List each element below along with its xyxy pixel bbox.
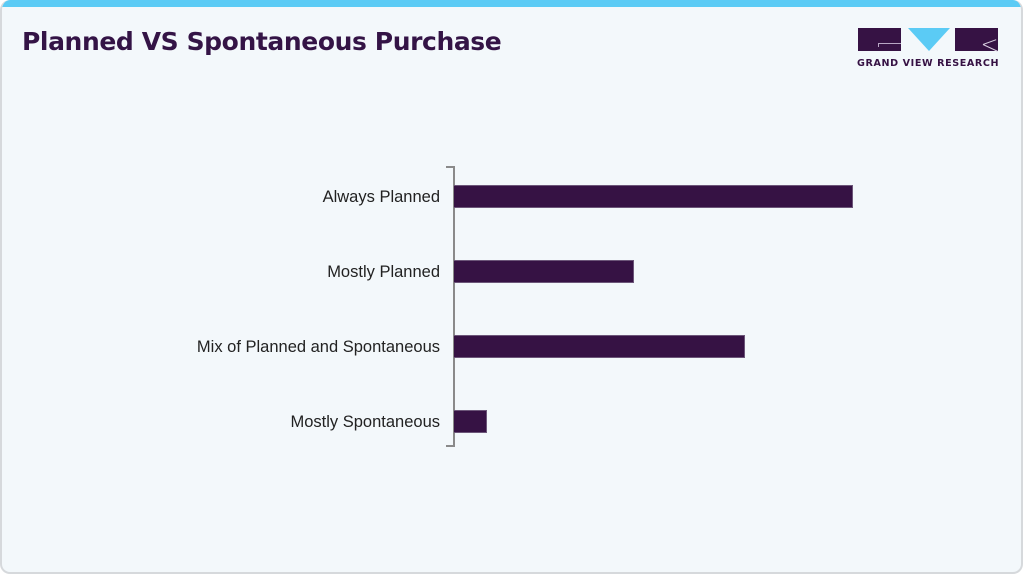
grand-view-research-logo-icon: GRAND VIEW RESEARCH bbox=[857, 28, 1000, 72]
category-label: Mostly Planned bbox=[327, 263, 440, 281]
logo-g-stroke-vertical bbox=[878, 43, 879, 47]
bar-mix-planned-spontaneous[interactable] bbox=[454, 335, 745, 358]
bar-row-mix-planned-spontaneous: Mix of Planned and Spontaneous bbox=[2, 335, 1021, 359]
category-label: Mix of Planned and Spontaneous bbox=[196, 338, 440, 356]
bar-row-mostly-spontaneous: Mostly Spontaneous bbox=[2, 410, 1021, 434]
y-axis-tick-bottom bbox=[446, 445, 455, 447]
logo-g-stroke bbox=[878, 43, 901, 44]
chart-title: Planned VS Spontaneous Purchase bbox=[22, 27, 502, 56]
bar-mostly-spontaneous[interactable] bbox=[454, 410, 487, 433]
logo-g-block bbox=[858, 28, 901, 51]
bar-row-always-planned: Always Planned bbox=[2, 185, 1021, 209]
bar-always-planned[interactable] bbox=[454, 185, 853, 208]
bar-row-mostly-planned: Mostly Planned bbox=[2, 260, 1021, 284]
accent-top-bar bbox=[2, 0, 1021, 7]
bar-mostly-planned[interactable] bbox=[454, 260, 634, 283]
category-label: Mostly Spontaneous bbox=[290, 413, 440, 431]
category-label: Always Planned bbox=[322, 188, 440, 206]
logo-v-triangle bbox=[908, 28, 950, 51]
y-axis-line bbox=[453, 166, 455, 447]
y-axis-tick-top bbox=[446, 166, 455, 168]
logo-text: GRAND VIEW RESEARCH bbox=[857, 58, 1000, 69]
